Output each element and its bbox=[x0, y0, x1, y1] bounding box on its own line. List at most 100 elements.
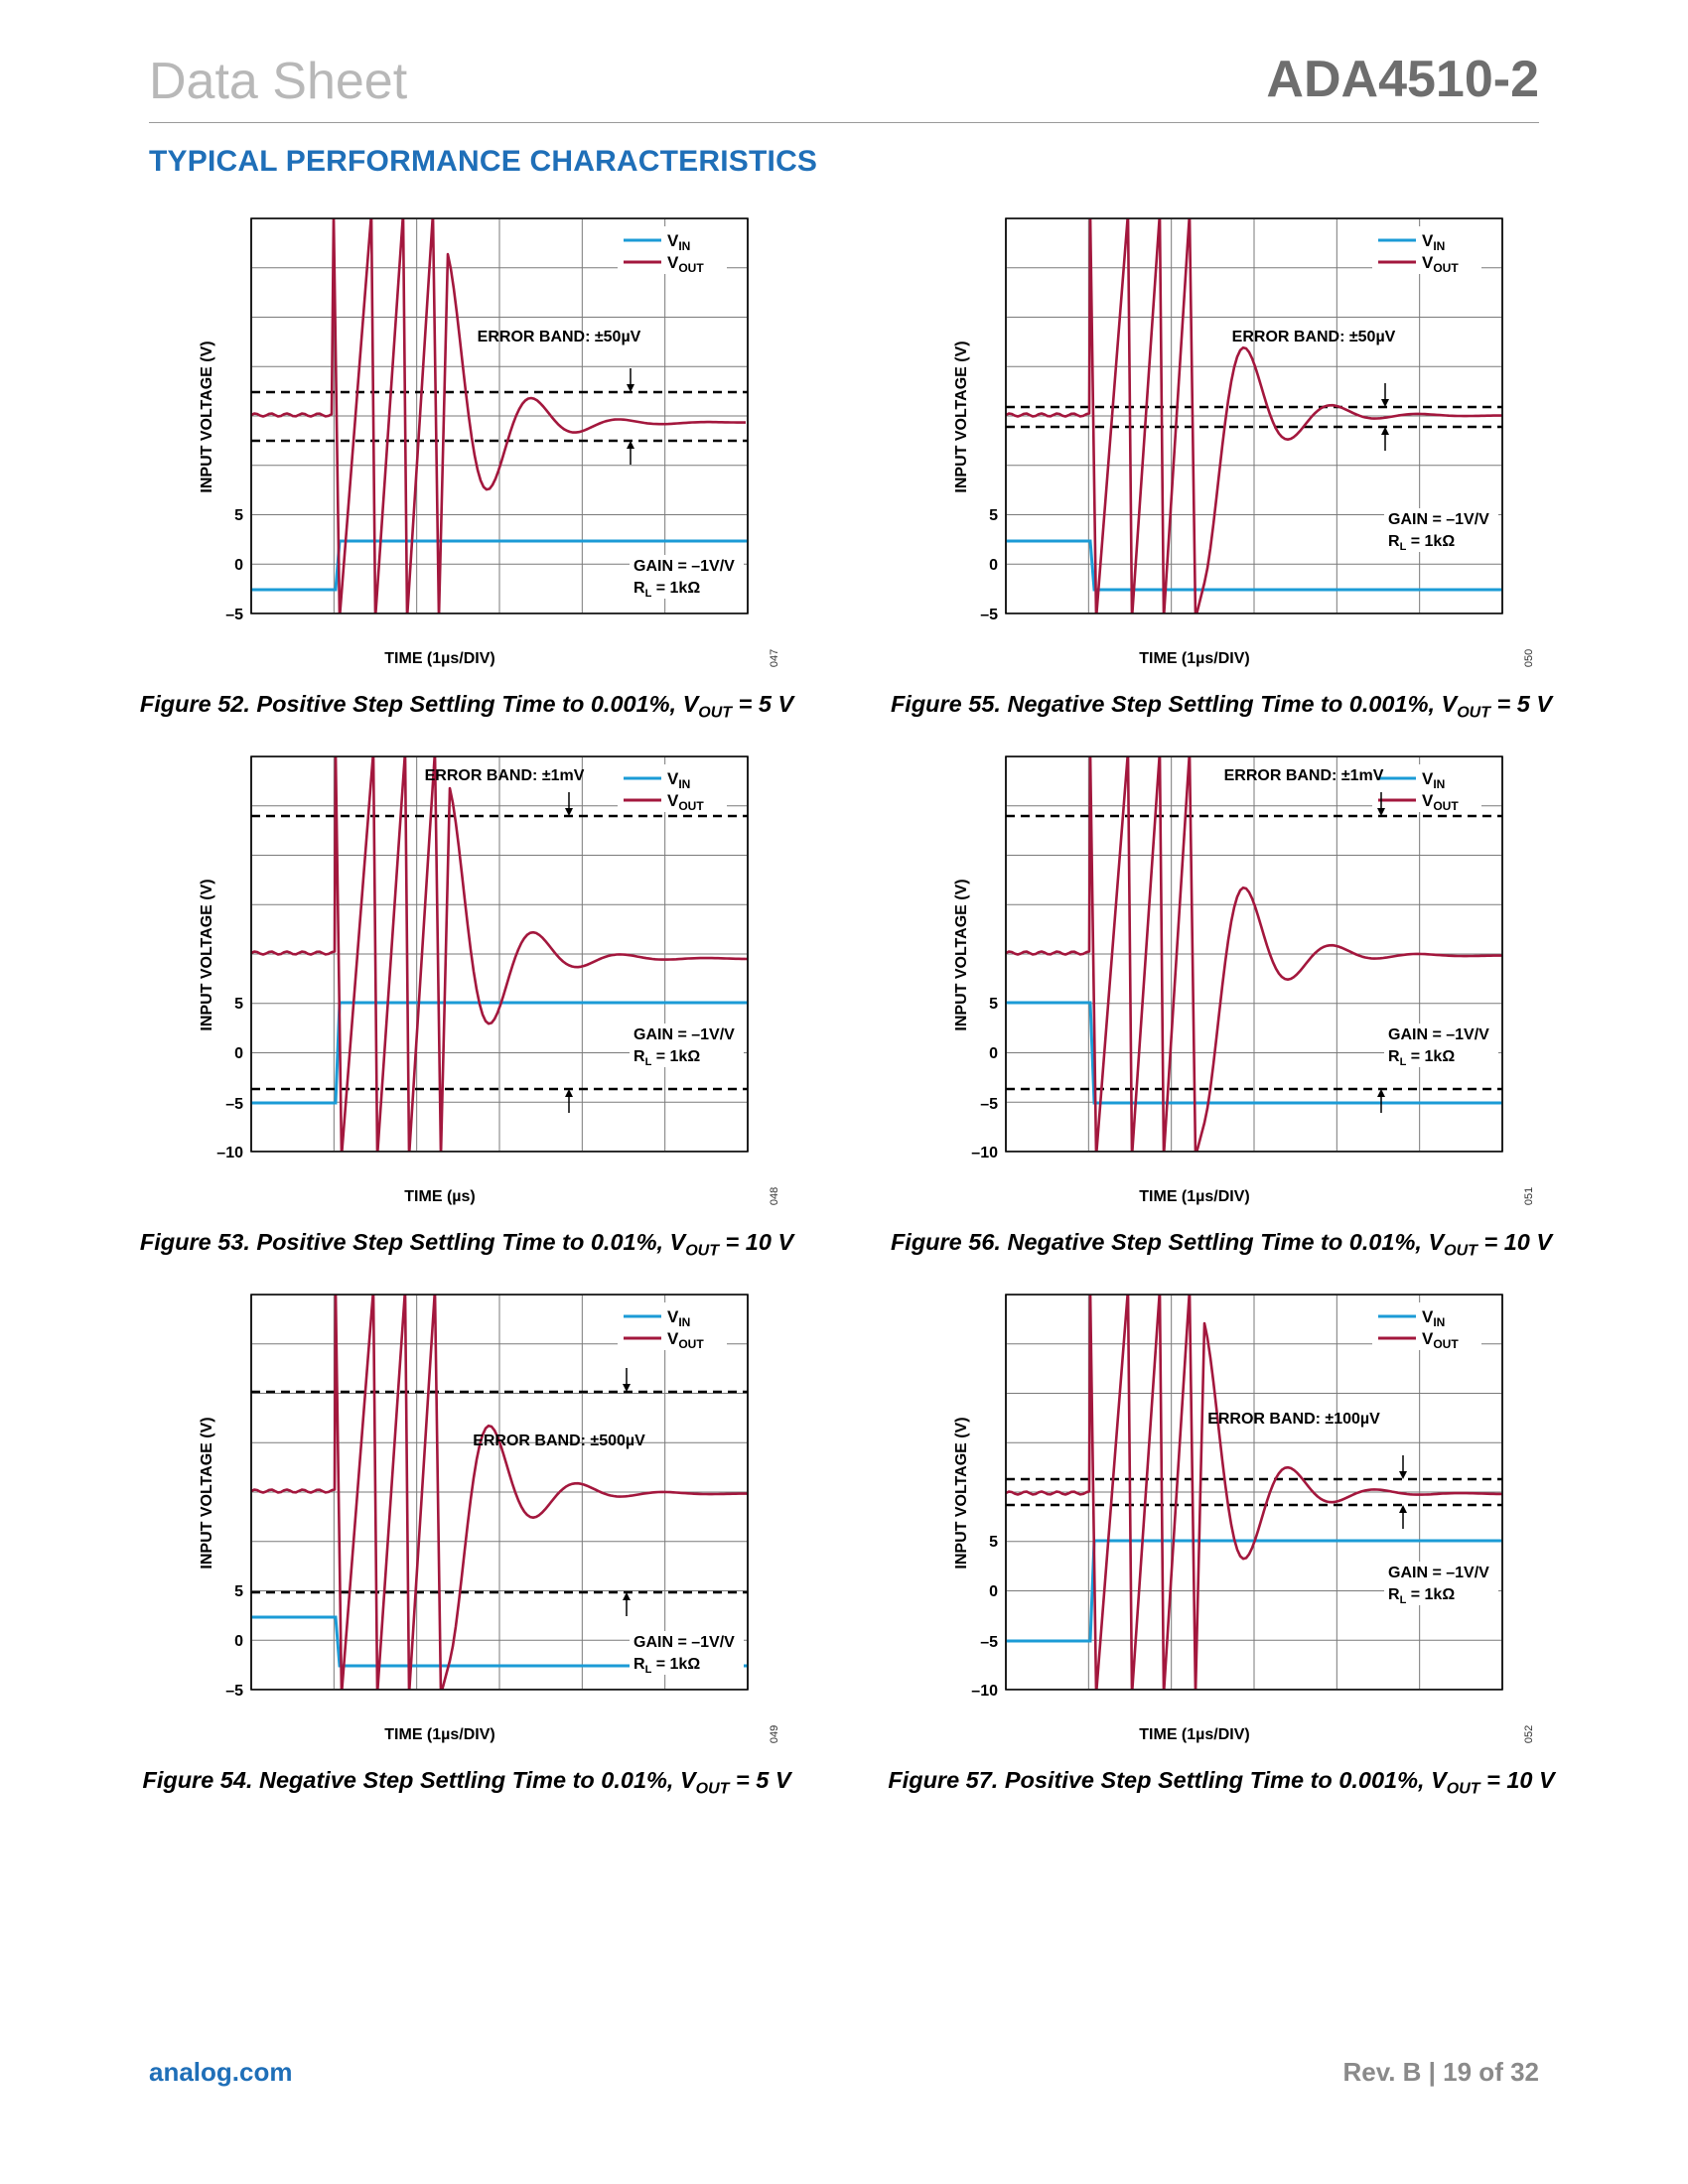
figure-code: 052 bbox=[1523, 1725, 1535, 1743]
band-arrowhead bbox=[1399, 1471, 1407, 1479]
gain-label: GAIN = –1V/V bbox=[633, 558, 735, 575]
y-tick-label: –5 bbox=[980, 1096, 998, 1113]
caption-main: Figure 53. Positive Step Settling Time t… bbox=[139, 1229, 686, 1255]
figure-caption: Figure 53. Positive Step Settling Time t… bbox=[129, 1229, 804, 1261]
figure-code: 048 bbox=[769, 1187, 780, 1205]
y-tick-label: 0 bbox=[234, 1045, 243, 1062]
caption-main: Figure 54. Negative Step Settling Time t… bbox=[142, 1767, 696, 1793]
y-tick-label: –10 bbox=[971, 1145, 998, 1161]
caption-sub: OUT bbox=[1457, 704, 1490, 722]
x-axis-label: TIME (1µs/DIV) bbox=[1139, 650, 1249, 667]
gain-label: GAIN = –1V/V bbox=[633, 1026, 735, 1043]
figure-caption: Figure 57. Positive Step Settling Time t… bbox=[884, 1767, 1559, 1799]
x-axis-label: TIME (1µs/DIV) bbox=[384, 1726, 494, 1743]
vout-trace bbox=[1005, 211, 1502, 620]
y-axis-label: INPUT VOLTAGE (V) bbox=[199, 1417, 215, 1569]
caption-tail: = 10 V bbox=[1479, 1767, 1555, 1793]
header-rule bbox=[149, 122, 1539, 123]
legend-vin-label: VIN bbox=[1422, 769, 1445, 791]
figure-fig54: VIN VOUT ERROR BAND: ±500µV GAIN = –1V/V RL … bbox=[129, 1285, 804, 1821]
caption-sub: OUT bbox=[695, 1780, 730, 1798]
x-axis-label: TIME (1µs/DIV) bbox=[1139, 1188, 1249, 1205]
vin-trace bbox=[1006, 1539, 1502, 1643]
caption-main: Figure 57. Positive Step Settling Time t… bbox=[888, 1767, 1447, 1793]
error-band-label: ERROR BAND: ±1mV bbox=[425, 767, 585, 784]
figure-caption: Figure 54. Negative Step Settling Time t… bbox=[129, 1767, 804, 1799]
band-arrowhead bbox=[1377, 1089, 1385, 1097]
figure-code: 050 bbox=[1523, 649, 1535, 667]
y-tick-label: –5 bbox=[225, 607, 243, 623]
caption-main: Figure 56. Negative Step Settling Time t… bbox=[890, 1229, 1445, 1255]
y-axis-label: INPUT VOLTAGE (V) bbox=[953, 879, 970, 1030]
caption-sub: OUT bbox=[1444, 1242, 1477, 1260]
header-left-title: Data Sheet bbox=[149, 53, 408, 110]
figure-caption: Figure 55. Negative Step Settling Time t… bbox=[884, 691, 1559, 723]
caption-tail: = 5 V bbox=[732, 691, 794, 717]
y-axis-label: INPUT VOLTAGE (V) bbox=[953, 1417, 970, 1569]
legend-vin-label: VIN bbox=[667, 231, 690, 253]
y-tick-label: 0 bbox=[234, 557, 243, 574]
caption-sub: OUT bbox=[1446, 1780, 1480, 1798]
gain-label: GAIN = –1V/V bbox=[1388, 511, 1489, 528]
y-tick-label: 5 bbox=[989, 507, 998, 524]
y-tick-label: –5 bbox=[980, 607, 998, 623]
legend-vout-label: VOUT bbox=[667, 253, 704, 275]
caption-main: Figure 55. Negative Step Settling Time t… bbox=[890, 691, 1458, 717]
band-arrowhead bbox=[565, 1089, 573, 1097]
figure-fig56: VIN VOUT ERROR BAND: ±1mV GAIN = –1V/V RL = … bbox=[884, 747, 1559, 1283]
y-tick-label: –5 bbox=[225, 1683, 243, 1700]
y-axis-label: INPUT VOLTAGE (V) bbox=[199, 879, 215, 1030]
legend-vin-label: VIN bbox=[1422, 231, 1445, 253]
x-axis-label: TIME (1µs/DIV) bbox=[384, 650, 494, 667]
y-tick-label: –5 bbox=[980, 1634, 998, 1651]
error-band-label: ERROR BAND: ±500µV bbox=[473, 1433, 645, 1449]
legend-vin-label: VIN bbox=[667, 1307, 690, 1329]
vin-trace bbox=[251, 1001, 748, 1105]
band-arrowhead bbox=[1377, 808, 1385, 816]
vin-trace bbox=[1006, 539, 1502, 592]
figure-fig55: VIN VOUT ERROR BAND: ±50µV GAIN = –1V/V RL =… bbox=[884, 208, 1559, 745]
error-band-label: ERROR BAND: ±1mV bbox=[1224, 767, 1384, 784]
rl-label: RL = 1kΩ bbox=[633, 1656, 700, 1676]
rl-label: RL = 1kΩ bbox=[633, 1048, 700, 1068]
caption-tail: = 10 V bbox=[1477, 1229, 1553, 1255]
y-tick-label: 5 bbox=[234, 1583, 243, 1600]
legend-vin-label: VIN bbox=[667, 769, 690, 791]
y-axis-label: INPUT VOLTAGE (V) bbox=[953, 341, 970, 492]
caption-sub: OUT bbox=[685, 1242, 719, 1260]
legend-vin-label: VIN bbox=[1422, 1307, 1445, 1329]
x-axis-label: TIME (µs) bbox=[404, 1188, 475, 1205]
section-title: TYPICAL PERFORMANCE CHARACTERISTICS bbox=[149, 145, 818, 178]
band-arrowhead bbox=[1381, 399, 1389, 407]
y-tick-label: 5 bbox=[989, 996, 998, 1013]
vout-trace bbox=[1005, 1288, 1503, 1697]
legend-vout-label: VOUT bbox=[1422, 791, 1459, 813]
vout-trace bbox=[250, 211, 746, 620]
band-arrowhead bbox=[623, 1592, 631, 1600]
caption-tail: = 5 V bbox=[1489, 691, 1553, 717]
error-band-label: ERROR BAND: ±100µV bbox=[1207, 1411, 1380, 1428]
rl-label: RL = 1kΩ bbox=[633, 580, 700, 600]
y-tick-label: –5 bbox=[225, 1096, 243, 1113]
rl-label: RL = 1kΩ bbox=[1388, 1586, 1455, 1606]
band-arrowhead bbox=[627, 384, 634, 392]
footer-link[interactable]: analog.com bbox=[149, 2057, 293, 2087]
error-band-label: ERROR BAND: ±50µV bbox=[478, 329, 641, 345]
y-tick-label: 5 bbox=[989, 1534, 998, 1551]
x-axis-label: TIME (1µs/DIV) bbox=[1139, 1726, 1249, 1743]
figure-caption: Figure 52. Positive Step Settling Time t… bbox=[129, 691, 804, 723]
figure-code: 047 bbox=[769, 649, 780, 667]
vin-trace bbox=[251, 1615, 748, 1668]
rl-label: RL = 1kΩ bbox=[1388, 1048, 1455, 1068]
rl-label: RL = 1kΩ bbox=[1388, 533, 1455, 553]
